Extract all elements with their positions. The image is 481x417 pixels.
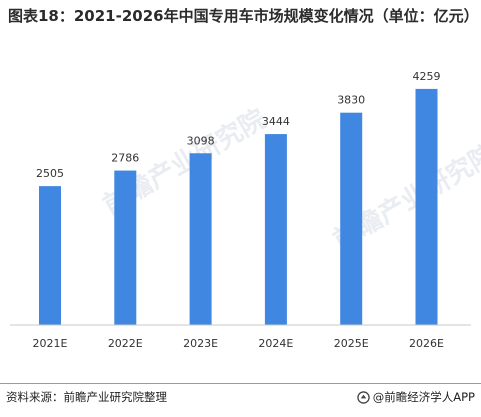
- bar-2022E: [114, 170, 137, 325]
- x-tick-2026E: 2026E: [409, 337, 444, 350]
- bar-2025E: [340, 112, 363, 325]
- bars-group: 2505 2786 3098 3444 3830 4259: [36, 70, 441, 325]
- x-tick-labels: 2021E 2022E 2023E 2024E 2025E 2026E: [33, 337, 444, 350]
- bar-2026E: [415, 88, 438, 325]
- data-label-2025E: 3830: [337, 94, 365, 107]
- bar-2021E: [39, 186, 61, 325]
- x-tick-2023E: 2023E: [183, 337, 218, 350]
- data-label-2024E: 3444: [262, 115, 290, 128]
- x-tick-2025E: 2025E: [334, 337, 369, 350]
- data-label-2026E: 4259: [413, 70, 441, 83]
- footer-divider: [0, 383, 481, 384]
- data-label-2021E: 2505: [36, 167, 64, 180]
- brand-logo-icon: [357, 390, 370, 404]
- brand-text: @前瞻经济学人APP: [372, 390, 475, 404]
- data-label-2022E: 2786: [111, 152, 139, 165]
- source-note: 资料来源：前瞻产业研究院整理: [6, 390, 167, 404]
- x-tick-2022E: 2022E: [108, 337, 143, 350]
- chart-title: 图表18：2021-2026年中国专用车市场规模变化情况（单位：亿元）: [8, 7, 479, 25]
- x-tick-2024E: 2024E: [258, 337, 293, 350]
- bar-2023E: [189, 153, 212, 325]
- brand-credit: @前瞻经济学人APP: [357, 389, 475, 405]
- data-label-2023E: 3098: [187, 134, 215, 147]
- x-tick-2021E: 2021E: [33, 337, 68, 350]
- bar-2024E: [264, 134, 287, 325]
